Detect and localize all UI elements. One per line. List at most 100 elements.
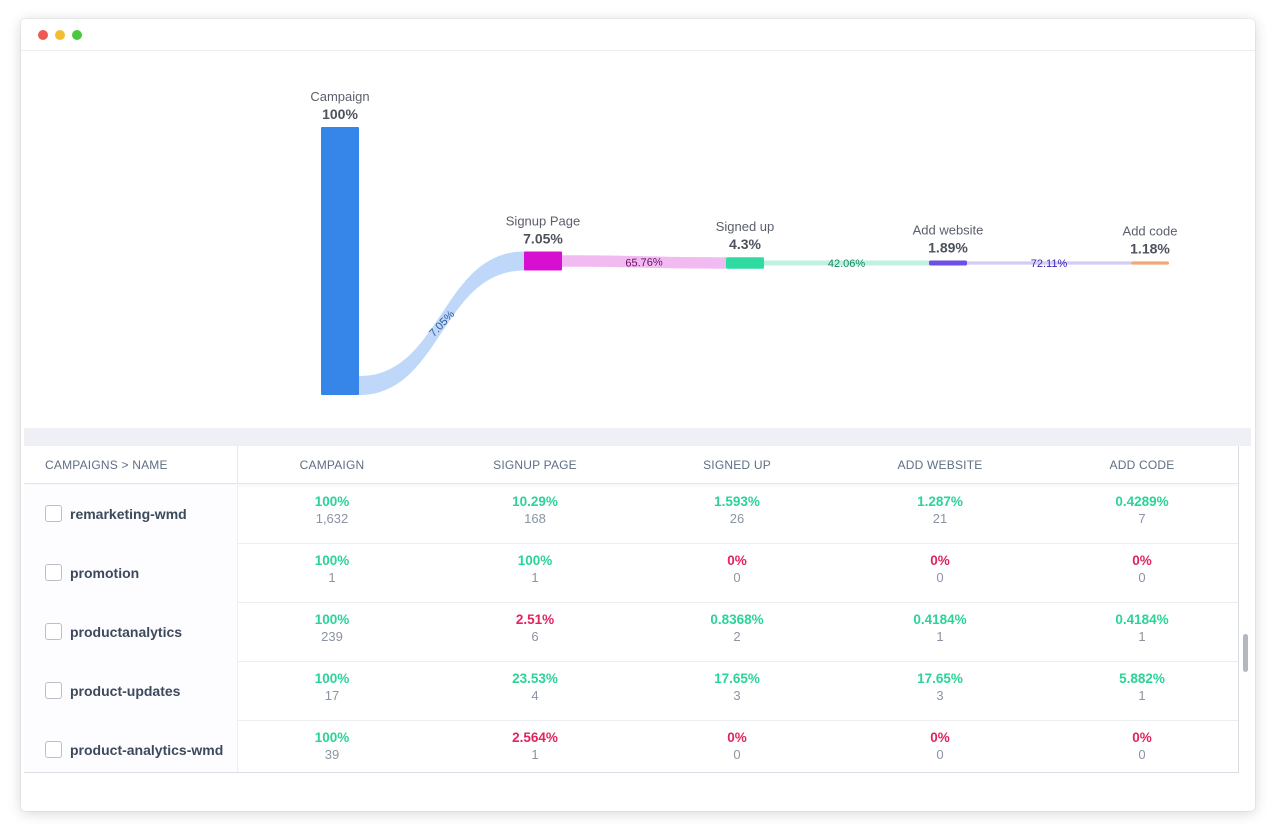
metric-count: 0	[936, 747, 944, 762]
stage-name-campaign: Campaign	[310, 89, 369, 104]
link-label-signed-up-to-add-website: 42.06%	[828, 258, 866, 270]
link-signed-up-to-add-website	[764, 260, 929, 266]
metric-percent: 23.53%	[512, 671, 558, 686]
metric-cell: 5.882% 1	[1047, 670, 1237, 705]
metric-count: 168	[524, 511, 546, 526]
metric-percent: 0.4184%	[913, 612, 967, 627]
metric-cell: 100% 1	[440, 552, 630, 587]
metric-count: 3	[936, 688, 944, 703]
metric-cell: 0.8368% 2	[642, 611, 832, 646]
metric-count: 1	[1138, 629, 1146, 644]
campaign-name-cell: product-updates	[24, 662, 238, 721]
metric-percent: 100%	[314, 612, 350, 627]
metric-count: 4	[531, 688, 539, 703]
metric-count: 1	[328, 570, 336, 585]
metric-count: 1	[936, 629, 944, 644]
metric-percent: 1.593%	[714, 494, 760, 509]
metric-cell: 1.287% 21	[845, 493, 1035, 528]
stage-name-add-website: Add website	[913, 222, 984, 237]
campaign-name: promotion	[70, 565, 140, 581]
metric-count: 6	[531, 629, 539, 644]
campaign-table: CAMPAIGNS > NAME CAMPAIGN SIGNUP PAGE SIGNE…	[24, 446, 1239, 773]
metric-cell: 23.53% 4	[440, 670, 630, 705]
metric-cell: 100% 1,632	[237, 493, 427, 528]
row-checkbox[interactable]	[45, 741, 62, 758]
campaign-name: productanalytics	[70, 624, 183, 640]
row-checkbox[interactable]	[45, 682, 62, 699]
column-header-signed-up[interactable]: SIGNED UP	[703, 458, 771, 472]
column-header-add-code[interactable]: ADD CODE	[1109, 458, 1175, 472]
metric-count: 3	[733, 688, 741, 703]
campaign-name: product-analytics-wmd	[70, 742, 224, 758]
stage-value-signup-page: 7.05%	[523, 231, 563, 247]
column-header-signup-page[interactable]: SIGNUP PAGE	[493, 458, 577, 472]
campaign-name-cell: productanalytics	[24, 603, 238, 662]
link-campaign-to-signup-page	[359, 251, 524, 395]
funnel-chart: 7.05% 65.76% 42.06% 72.11% Campaign 100% Signu…	[21, 51, 1255, 429]
metric-count: 0	[733, 570, 741, 585]
metric-cell: 100% 239	[237, 611, 427, 646]
metric-cell: 100% 17	[237, 670, 427, 705]
table-row[interactable]: promotion 100% 1 100% 1 0% 0 0% 0 0% 0	[24, 544, 1238, 603]
table-row[interactable]: product-updates 100% 17 23.53% 4 17.65% 3 17.65…	[24, 662, 1238, 721]
metric-count: 26	[729, 511, 745, 526]
metric-count: 21	[932, 511, 948, 526]
metric-count: 0	[733, 747, 741, 762]
metric-percent: 1.287%	[917, 494, 963, 509]
stage-name-signup-page: Signup Page	[506, 214, 580, 229]
metric-percent: 0%	[727, 730, 747, 745]
stage-value-campaign: 100%	[322, 106, 358, 122]
metric-percent: 0.4289%	[1115, 494, 1169, 509]
campaign-name-cell: promotion	[24, 544, 238, 603]
table-header: CAMPAIGNS > NAME CAMPAIGN SIGNUP PAGE SIGNE…	[24, 446, 1238, 484]
metric-count: 17	[324, 688, 340, 703]
row-checkbox[interactable]	[45, 623, 62, 640]
metric-percent: 100%	[314, 730, 350, 745]
metric-cell: 1.593% 26	[642, 493, 832, 528]
metric-cell: 0% 0	[1047, 729, 1237, 764]
metric-percent: 5.882%	[1119, 671, 1165, 686]
minimize-window-button[interactable]	[55, 30, 65, 40]
metric-count: 239	[321, 629, 343, 644]
metric-percent: 0%	[1132, 553, 1152, 568]
app-window: 7.05% 65.76% 42.06% 72.11% Campaign 100% Signu…	[21, 19, 1255, 811]
metric-percent: 0.8368%	[710, 612, 764, 627]
column-header-campaign[interactable]: CAMPAIGN	[299, 458, 365, 472]
metric-cell: 100% 1	[237, 552, 427, 587]
metric-cell: 0% 0	[845, 552, 1035, 587]
metric-cell: 17.65% 3	[642, 670, 832, 705]
table-scrollbar[interactable]	[1243, 634, 1248, 672]
campaign-name: product-updates	[70, 683, 181, 699]
metric-cell: 2.51% 6	[440, 611, 630, 646]
stage-value-add-code: 1.18%	[1130, 240, 1170, 256]
column-header-campaigns-name[interactable]: CAMPAIGNS > NAME	[24, 446, 238, 484]
metric-percent: 0%	[930, 553, 950, 568]
maximize-window-button[interactable]	[72, 30, 82, 40]
stage-value-add-website: 1.89%	[928, 239, 968, 255]
metric-count: 0	[1138, 747, 1146, 762]
metric-cell: 0% 0	[642, 552, 832, 587]
section-divider	[24, 428, 1251, 446]
link-label-add-website-to-add-code: 72.11%	[1031, 258, 1068, 270]
row-checkbox[interactable]	[45, 564, 62, 581]
campaign-name-cell: product-analytics-wmd	[24, 721, 238, 772]
campaign-name: remarketing-wmd	[70, 506, 187, 522]
column-header-add-website[interactable]: ADD WEBSITE	[897, 458, 983, 472]
metric-count: 7	[1138, 511, 1146, 526]
title-bar	[21, 19, 1255, 51]
table-row[interactable]: remarketing-wmd 100% 1,632 10.29% 168 1.593% 2…	[24, 485, 1238, 544]
stage-bar-add-code	[1131, 261, 1169, 265]
metric-percent: 10.29%	[512, 494, 558, 509]
row-checkbox[interactable]	[45, 505, 62, 522]
stage-name-add-code: Add code	[1123, 223, 1178, 238]
table-row[interactable]: product-analytics-wmd 100% 39 2.564% 1 0% 0 0% 0…	[24, 721, 1238, 772]
table-row[interactable]: productanalytics 100% 239 2.51% 6 0.8368% 2 0.4…	[24, 603, 1238, 662]
metric-count: 1,632	[315, 511, 349, 526]
link-label-signup-page-to-signed-up: 65.76%	[625, 256, 663, 269]
metric-percent: 17.65%	[917, 671, 963, 686]
stage-value-signed-up: 4.3%	[729, 236, 761, 252]
close-window-button[interactable]	[38, 30, 48, 40]
metric-cell: 0% 0	[642, 729, 832, 764]
metric-percent: 17.65%	[714, 671, 760, 686]
metric-percent: 100%	[314, 671, 350, 686]
